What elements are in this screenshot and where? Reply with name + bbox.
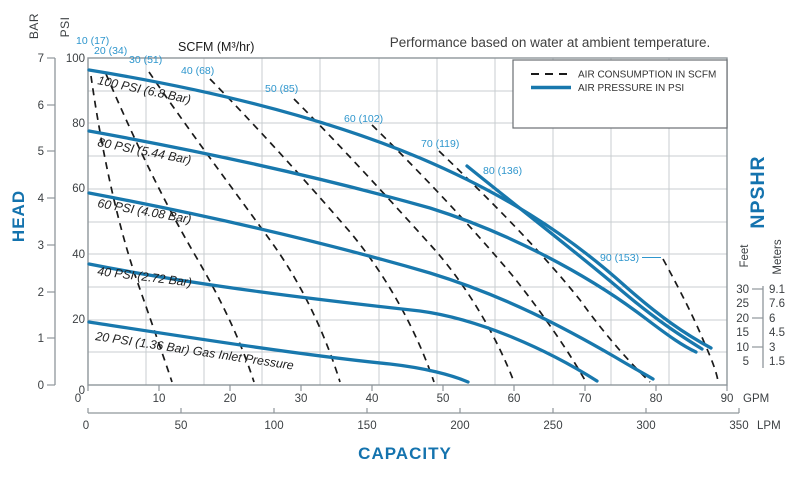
head-axis-title: HEAD	[9, 190, 28, 242]
npshr-meters-1-5: 1.5	[769, 356, 785, 368]
gpm-tick-50: 50	[437, 393, 450, 405]
head-axis: BAR PSI HEAD 7 6 5 4 3 2 1 0 100 80 60 4…	[9, 13, 85, 397]
lpm-tick-200: 200	[450, 420, 469, 432]
npshr-meters-7-6: 7.6	[769, 298, 785, 310]
capacity-axis-title: CAPACITY	[358, 444, 452, 463]
bar-unit-label: BAR	[27, 13, 41, 39]
chart-title: Performance based on water at ambient te…	[390, 35, 710, 50]
scfm-curve-30	[148, 71, 341, 383]
scfm-curve-90	[662, 258, 719, 382]
scfm-label-40: 40 (68)	[181, 65, 214, 77]
scfm-curve-40	[209, 78, 435, 383]
npshr-feet-25: 25	[736, 298, 749, 310]
lpm-tick-150: 150	[357, 420, 376, 432]
label-40psi: 40 PSI (2.72 Bar)	[97, 264, 193, 289]
npshr-meters-3: 3	[769, 342, 775, 354]
scfm-label-90: 90 (153)	[600, 252, 639, 264]
scfm-header: SCFM (M³/hr)	[178, 40, 254, 54]
bar-tick-4: 4	[38, 193, 45, 205]
plot-border	[87, 57, 728, 386]
gpm-tick-60: 60	[508, 393, 521, 405]
bar-tick-6: 6	[38, 100, 44, 112]
scfm-curve-labels: 10 (17) 20 (34) 30 (51) 40 (68) 50 (85) …	[76, 35, 661, 264]
scfm-curve-80-solid	[465, 164, 704, 351]
lpm-tick-100: 100	[264, 420, 283, 432]
npshr-feet-20: 20	[736, 313, 749, 325]
psi-tick-100: 100	[66, 53, 85, 65]
psi-tick-0: 0	[79, 385, 85, 397]
pressure-curve-20psi	[87, 320, 470, 384]
legend-air-consumption-label: AIR CONSUMPTION IN SCFM	[578, 70, 716, 81]
gpm-tick-0: 0	[75, 393, 81, 405]
gpm-tick-80: 80	[650, 393, 663, 405]
gpm-tick-70: 70	[579, 393, 592, 405]
scfm-label-50: 50 (85)	[265, 83, 298, 95]
psi-tick-80: 80	[72, 118, 85, 130]
scfm-curve-60	[371, 124, 587, 383]
scfm-label-30: 30 (51)	[129, 54, 162, 66]
scfm-label-70: 70 (119)	[421, 138, 459, 150]
npshr-meters-4-5: 4.5	[769, 327, 785, 339]
bar-tick-2: 2	[38, 287, 44, 299]
bar-tick-1: 1	[38, 333, 44, 345]
npshr-meters-label: Meters	[772, 239, 784, 274]
gpm-tick-10: 10	[153, 393, 166, 405]
air-consumption-curves	[90, 71, 719, 383]
psi-tick-20: 20	[72, 314, 85, 326]
npshr-feet-15: 15	[736, 327, 749, 339]
psi-tick-60: 60	[72, 183, 85, 195]
gpm-tick-40: 40	[366, 393, 379, 405]
scfm-label-60: 60 (102)	[344, 113, 383, 125]
legend-box	[512, 59, 728, 129]
scfm-label-20: 20 (34)	[94, 45, 127, 57]
npshr-feet-10: 10	[736, 342, 749, 354]
scfm-curve-50	[293, 98, 515, 383]
lpm-tick-50: 50	[175, 420, 188, 432]
npshr-feet-5: 5	[743, 356, 749, 368]
bar-tick-3: 3	[38, 240, 44, 252]
gpm-unit-label: GPM	[743, 393, 769, 405]
lpm-unit-label: LPM	[757, 420, 781, 432]
lpm-tick-350: 350	[729, 420, 748, 432]
psi-unit-label: PSI	[58, 17, 72, 38]
air-pressure-curves	[87, 68, 713, 384]
psi-tick-40: 40	[72, 249, 85, 261]
pressure-curve-40psi	[87, 262, 599, 383]
gpm-tick-30: 30	[295, 393, 308, 405]
bar-tick-7: 7	[38, 53, 44, 65]
scfm-curve-10	[90, 75, 173, 383]
scfm-label-80: 80 (136)	[483, 165, 522, 177]
bar-tick-0: 0	[38, 380, 44, 392]
label-20psi: 20 PSI (1.36 Bar) Gas Inlet Pressure	[94, 329, 295, 373]
bar-tick-5: 5	[38, 146, 44, 158]
capacity-axis: 0 10 20 30 40 50 60 70 80 90 GPM 0 50 10…	[75, 385, 781, 463]
lpm-tick-250: 250	[543, 420, 562, 432]
lpm-tick-300: 300	[636, 420, 655, 432]
npshr-title: NPSHR	[747, 155, 769, 228]
npshr-scale: NPSHR Feet Meters 30 25 20 15 10 5 9.1 7…	[736, 155, 785, 368]
scfm-curve-20	[105, 73, 255, 383]
legend: AIR CONSUMPTION IN SCFM AIR PRESSURE IN …	[512, 59, 728, 129]
gpm-tick-20: 20	[224, 393, 237, 405]
legend-air-pressure-label: AIR PRESSURE IN PSI	[578, 83, 684, 94]
npshr-meters-6: 6	[769, 313, 775, 325]
lpm-tick-0: 0	[83, 420, 89, 432]
pressure-curve-80psi	[87, 129, 698, 354]
npshr-feet-30: 30	[736, 284, 749, 296]
scfm-label-10: 10 (17)	[76, 35, 109, 47]
pressure-curve-60psi	[87, 191, 655, 381]
gpm-tick-90: 90	[721, 393, 734, 405]
scfm-curve-70	[438, 150, 651, 383]
npshr-feet-label: Feet	[739, 244, 751, 268]
pressure-curve-100psi	[87, 68, 713, 350]
npshr-meters-9-1: 9.1	[769, 284, 785, 296]
